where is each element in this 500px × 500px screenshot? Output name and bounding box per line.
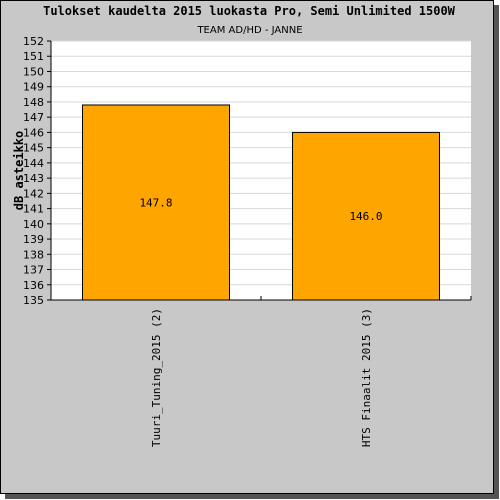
y-tick-label: 143 [23,172,44,185]
bar [82,104,230,301]
y-tick-label: 138 [23,248,44,261]
y-tick-label: 141 [23,203,44,216]
x-category-label: HTS Finaalit 2015 (3) [360,308,373,447]
y-axis-ticks: 135 136 137 138 139 140 141 142 143 144 145 146 147 1… [23,35,51,307]
bars: 147.8 146.0 [82,104,440,301]
y-tick-label: 149 [23,81,44,94]
y-tick-label: 139 [23,233,44,246]
chart-title: Tulokset kaudelta 2015 luokasta Pro, Sem… [43,4,456,18]
y-tick-label: 146 [23,126,44,139]
y-tick-label: 135 [23,294,44,307]
y-tick-label: 137 [23,264,44,277]
chart-subtitle: TEAM AD/HD - JANNE [196,25,302,36]
bar-value-label: 146.0 [349,210,382,223]
y-tick-label: 151 [23,50,44,63]
y-tick-label: 142 [23,187,44,200]
y-tick-label: 147 [23,111,44,124]
y-tick-label: 140 [23,218,44,231]
bar [292,131,440,301]
y-tick-label: 144 [23,157,44,170]
x-category-label: Tuuri_Tuning_2015 (2) [150,308,163,447]
y-tick-label: 136 [23,279,44,292]
y-tick-label: 150 [23,65,44,78]
y-tick-label: 148 [23,96,44,109]
axes [50,41,472,301]
y-tick-label: 145 [23,142,44,155]
y-axis-label: dB asteikko [12,131,26,210]
bar-value-label: 147.8 [139,196,172,209]
y-tick-label: 152 [23,35,44,48]
x-axis-categories: Tuuri_Tuning_2015 (2) HTS Finaalit 2015 (… [150,308,373,447]
